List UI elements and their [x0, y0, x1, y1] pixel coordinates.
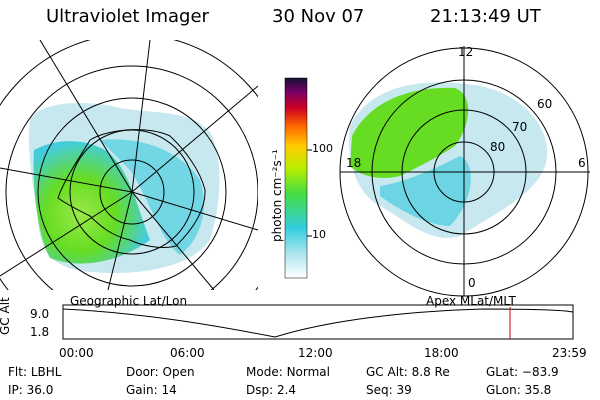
xtick-1800: 18:00 [424, 346, 459, 360]
filter-label: Flt: [8, 365, 27, 379]
altitude-ytick-9: 9.0 [30, 307, 50, 321]
xtick-0000: 00:00 [59, 346, 94, 360]
mode-value: Normal [286, 365, 330, 379]
mlt-label-6: 6 [578, 156, 586, 170]
mlt-label-12: 12 [458, 45, 474, 59]
xtick-1200: 12:00 [298, 346, 333, 360]
ip-value: 36.0 [26, 383, 54, 397]
mlat-label-80: 80 [490, 140, 506, 154]
glon-value: 35.8 [524, 383, 552, 397]
colorbar-unit-label: photon cm⁻²s⁻¹ [270, 149, 284, 242]
instrument-title: Ultraviolet Imager [46, 6, 209, 27]
door-value: Open [162, 365, 195, 379]
mlat-label-60: 60 [537, 97, 553, 111]
glon-label: GLon: [486, 383, 521, 397]
geographic-image-panel [0, 40, 258, 290]
colorbar-tick-10: 10 [312, 228, 326, 241]
apex-image-panel [339, 46, 590, 297]
ip-label: IP: [8, 383, 23, 397]
xtick-0600: 06:00 [170, 346, 205, 360]
seq-label: Seq: [366, 383, 393, 397]
filter-value: LBHL [30, 365, 62, 379]
seq-value: 39 [396, 383, 412, 397]
glat-label: GLat: [486, 365, 519, 379]
dsp-value: 2.4 [276, 383, 297, 397]
glat-value: −83.9 [521, 365, 559, 379]
mlat-label-70: 70 [512, 120, 528, 134]
door-label: Door: [126, 365, 159, 379]
aurora-green [33, 141, 150, 264]
xtick-2359: 23:59 [552, 346, 587, 360]
time-label: 21:13:49 UT [430, 6, 541, 27]
gain-value: 14 [161, 383, 177, 397]
date-label: 30 Nov 07 [272, 6, 365, 27]
gcalt-value: 8.8 Re [411, 365, 450, 379]
aurora-cyan [100, 139, 204, 255]
mode-label: Mode: [246, 365, 283, 379]
altitude-ylabel: GC Alt [0, 297, 12, 335]
mlt-label-0: 0 [468, 276, 476, 290]
altitude-ytick-1-8: 1.8 [30, 325, 50, 339]
colorbar-tick-100: 100 [312, 142, 333, 155]
dsp-label: Dsp: [246, 383, 274, 397]
altitude-curve [62, 308, 574, 338]
gain-label: Gain: [126, 383, 158, 397]
gcalt-label: GC Alt: [366, 365, 408, 379]
altitude-plot [62, 304, 574, 340]
mlt-label-18: 18 [346, 156, 362, 170]
apex-aurora-cyan [380, 156, 471, 226]
color-bar [284, 77, 312, 279]
